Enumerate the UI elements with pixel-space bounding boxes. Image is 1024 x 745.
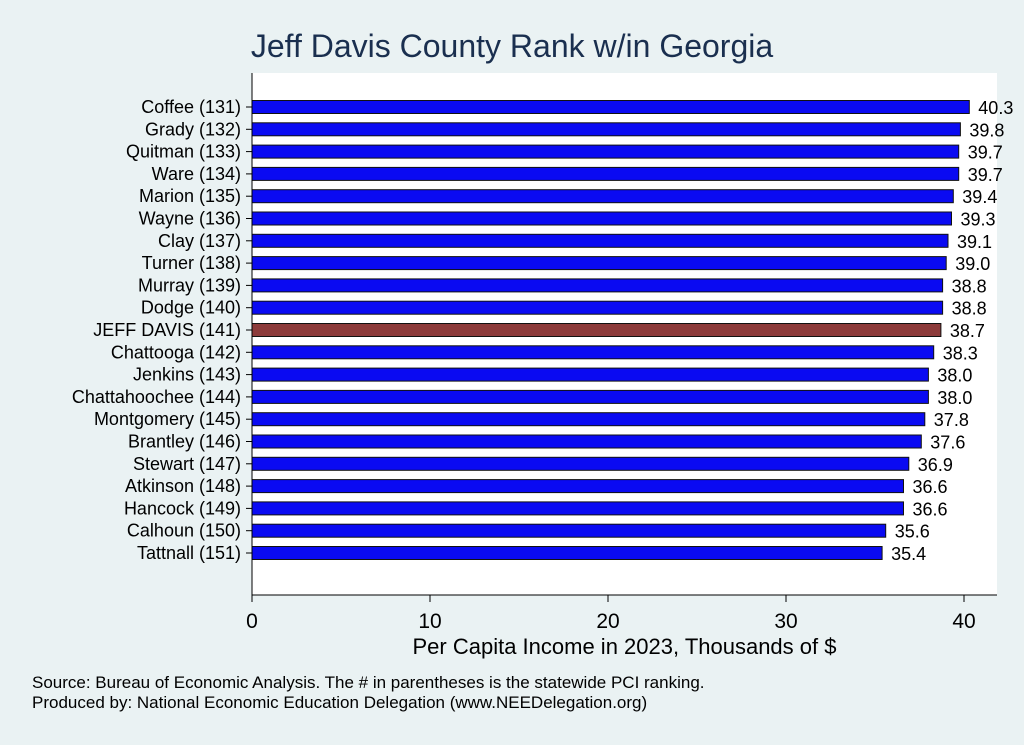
bar (251, 456, 910, 471)
data-label: 36.6 (913, 499, 948, 519)
x-axis-label: Per Capita Income in 2023, Thousands of … (412, 634, 837, 659)
bar (251, 479, 904, 494)
category-label: Clay (137) (158, 231, 241, 251)
category-label: Turner (138) (142, 253, 241, 273)
produced-by-note: Produced by: National Economic Education… (32, 693, 648, 712)
bar (251, 389, 929, 404)
bar (251, 189, 954, 204)
data-label: 39.7 (968, 165, 1003, 185)
bar (251, 144, 960, 159)
bar (251, 233, 949, 248)
bar (251, 523, 887, 538)
category-label: Atkinson (148) (125, 476, 241, 496)
bar (251, 278, 944, 293)
bar (251, 434, 922, 449)
bar (251, 323, 942, 337)
category-label: Grady (132) (145, 119, 241, 139)
x-tick-label: 30 (774, 610, 797, 633)
category-label: Calhoun (150) (127, 521, 241, 541)
chart-title: Jeff Davis County Rank w/in Georgia (250, 28, 774, 64)
data-label: 38.0 (937, 388, 972, 408)
category-label: Chattooga (142) (111, 342, 241, 362)
bar (251, 122, 961, 137)
category-label: JEFF DAVIS (141) (93, 320, 241, 340)
bar (251, 166, 960, 181)
data-label: 39.8 (969, 120, 1004, 140)
data-label: 39.7 (968, 143, 1003, 163)
bar (251, 100, 970, 114)
data-label: 39.0 (955, 254, 990, 274)
x-tick-label: 10 (418, 610, 441, 633)
source-note: Source: Bureau of Economic Analysis. The… (32, 673, 705, 692)
data-label: 38.8 (952, 299, 987, 319)
data-label: 39.3 (961, 210, 996, 230)
bar (251, 345, 935, 360)
category-label: Brantley (146) (128, 432, 241, 452)
category-label: Chattahoochee (144) (72, 387, 241, 407)
data-label: 40.3 (978, 98, 1013, 118)
data-label: 37.6 (930, 433, 965, 453)
category-label: Stewart (147) (133, 454, 241, 474)
data-label: 35.6 (895, 522, 930, 542)
data-label: 38.3 (943, 343, 978, 363)
data-label: 39.4 (962, 187, 997, 207)
category-label: Marion (135) (139, 186, 241, 206)
data-label: 36.9 (918, 455, 953, 475)
data-label: 36.6 (913, 477, 948, 497)
footer: Source: Bureau of Economic Analysis. The… (32, 673, 705, 713)
bar (251, 367, 929, 382)
data-label: 38.0 (937, 366, 972, 386)
category-label: Quitman (133) (126, 142, 241, 162)
category-label: Dodge (140) (141, 298, 241, 318)
bar (251, 211, 952, 226)
category-label: Montgomery (145) (94, 409, 241, 429)
data-label: 38.8 (952, 276, 987, 296)
category-label: Ware (134) (152, 164, 241, 184)
bar (251, 501, 904, 516)
data-label: 39.1 (957, 232, 992, 252)
category-label: Coffee (131) (141, 97, 241, 117)
x-tick-label: 20 (596, 610, 619, 633)
category-label: Wayne (136) (139, 209, 241, 229)
category-label: Tattnall (151) (137, 543, 241, 563)
data-label: 37.8 (934, 410, 969, 430)
category-label: Jenkins (143) (133, 365, 241, 385)
data-label: 35.4 (891, 544, 926, 564)
x-tick-label: 40 (952, 610, 975, 633)
bar (251, 546, 883, 560)
category-label: Hancock (149) (124, 498, 241, 518)
category-label: Murray (139) (138, 275, 241, 295)
data-label: 38.7 (950, 321, 985, 341)
bar (251, 300, 944, 315)
x-tick-label: 0 (246, 610, 258, 633)
bar (251, 256, 947, 271)
bar (251, 412, 926, 427)
